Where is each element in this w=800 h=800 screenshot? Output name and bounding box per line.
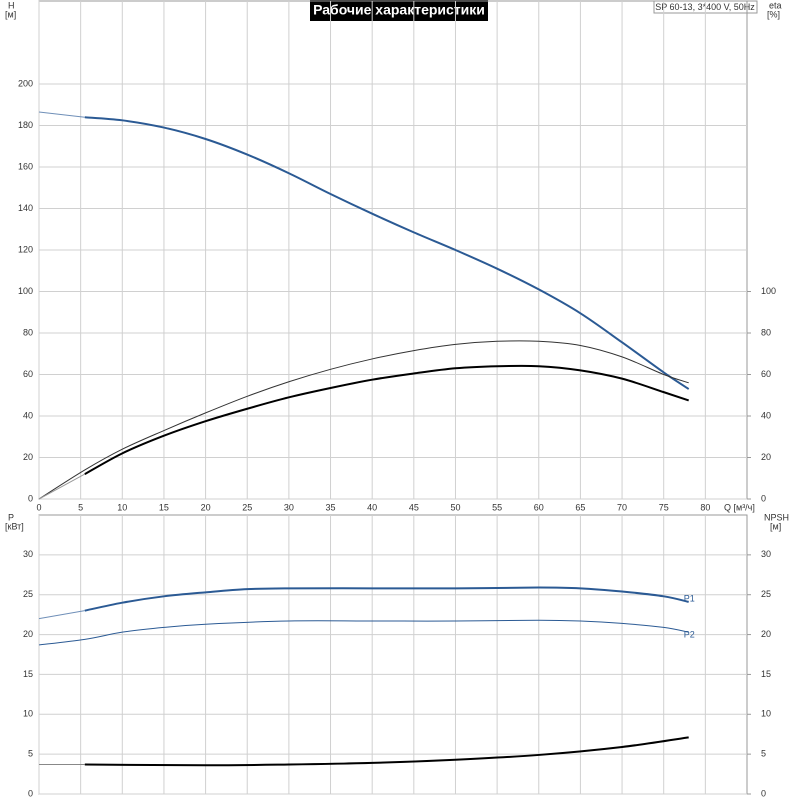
y-tick-label: 80 <box>23 327 33 337</box>
y-tick-label: 140 <box>18 203 33 213</box>
x-tick-label: 45 <box>409 502 419 512</box>
chart-title: Рабочие характеристики <box>313 2 485 18</box>
x-tick-label: 20 <box>201 502 211 512</box>
x-tick-label: 65 <box>575 502 585 512</box>
y2-tick-label: 80 <box>761 327 771 337</box>
curve <box>84 364 690 475</box>
y-tick-label: 25 <box>23 589 33 599</box>
x-tick-label: 0 <box>36 502 41 512</box>
x-tick-label: 70 <box>617 502 627 512</box>
curve <box>84 736 689 767</box>
y2-label: NPSH <box>764 512 789 522</box>
y2-label: eta <box>769 0 782 10</box>
plot-frame <box>38 514 748 795</box>
y-tick-label: 120 <box>18 244 33 254</box>
y-tick-label: 100 <box>18 286 33 296</box>
curve <box>84 116 690 390</box>
y2-tick-label: 30 <box>761 549 771 559</box>
x-tick-label: 75 <box>659 502 669 512</box>
curve <box>38 111 85 118</box>
y-unit: [м] <box>5 9 16 19</box>
curve <box>38 340 689 500</box>
x-tick-label: 5 <box>78 502 83 512</box>
y2-tick-label: 20 <box>761 452 771 462</box>
title-box <box>310 0 488 21</box>
x-tick-label: 40 <box>367 502 377 512</box>
y2-unit: [%] <box>767 9 780 19</box>
x-tick-label: 50 <box>450 502 460 512</box>
curve <box>38 610 85 620</box>
y-tick-label: 30 <box>23 549 33 559</box>
y2-tick-label: 100 <box>761 286 776 296</box>
y-tick-label: 0 <box>28 493 33 503</box>
curve-label: P1 <box>684 593 695 603</box>
x-tick-label: 80 <box>700 502 710 512</box>
y2-tick-label: 15 <box>761 669 771 679</box>
y2-tick-label: 40 <box>761 410 771 420</box>
x-tick-label: 55 <box>492 502 502 512</box>
y-tick-label: 0 <box>28 788 33 798</box>
y2-tick-label: 0 <box>761 788 766 798</box>
x-tick-label: 10 <box>117 502 127 512</box>
x-tick-label: 15 <box>159 502 169 512</box>
y-tick-label: 20 <box>23 629 33 639</box>
y2-tick-label: 25 <box>761 589 771 599</box>
x-tick-label: 25 <box>242 502 252 512</box>
y-tick-label: 40 <box>23 410 33 420</box>
x-tick-label: 60 <box>534 502 544 512</box>
y-tick-label: 60 <box>23 369 33 379</box>
y2-tick-label: 20 <box>761 629 771 639</box>
y-tick-label: 160 <box>18 161 33 171</box>
y2-tick-label: 5 <box>761 749 766 759</box>
y-tick-label: 5 <box>28 749 33 759</box>
curve-label: P2 <box>684 630 695 640</box>
y2-tick-label: 0 <box>761 493 766 503</box>
y-tick-label: 180 <box>18 120 33 130</box>
y-tick-label: 10 <box>23 709 33 719</box>
curve <box>38 473 86 500</box>
x-label: Q [м³/ч] <box>724 502 755 512</box>
y-tick-label: 200 <box>18 78 33 88</box>
x-tick-label: 30 <box>284 502 294 512</box>
y-label: H <box>8 0 15 10</box>
curve <box>38 619 689 646</box>
x-tick-label: 35 <box>326 502 336 512</box>
y-tick-label: 15 <box>23 669 33 679</box>
curve <box>84 586 689 612</box>
y-tick-label: 20 <box>23 452 33 462</box>
y-label: P <box>8 512 14 522</box>
y2-unit: [м] <box>770 521 781 531</box>
y-unit: [кВт] <box>5 521 24 531</box>
y2-tick-label: 60 <box>761 369 771 379</box>
y2-tick-label: 10 <box>761 709 771 719</box>
